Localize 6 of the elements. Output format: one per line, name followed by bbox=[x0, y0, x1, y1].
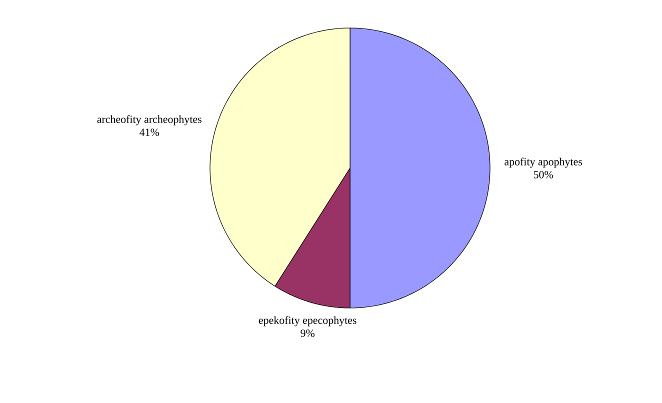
data-label: 9% bbox=[300, 330, 315, 337]
slice-label: epekofity epecophytes bbox=[258, 316, 356, 326]
slice-label: apofity apophytes bbox=[504, 158, 582, 168]
data-label: 41% bbox=[140, 128, 160, 136]
data-label: 50% bbox=[534, 170, 553, 178]
slice-label: archeofity archeophytes bbox=[97, 115, 202, 126]
